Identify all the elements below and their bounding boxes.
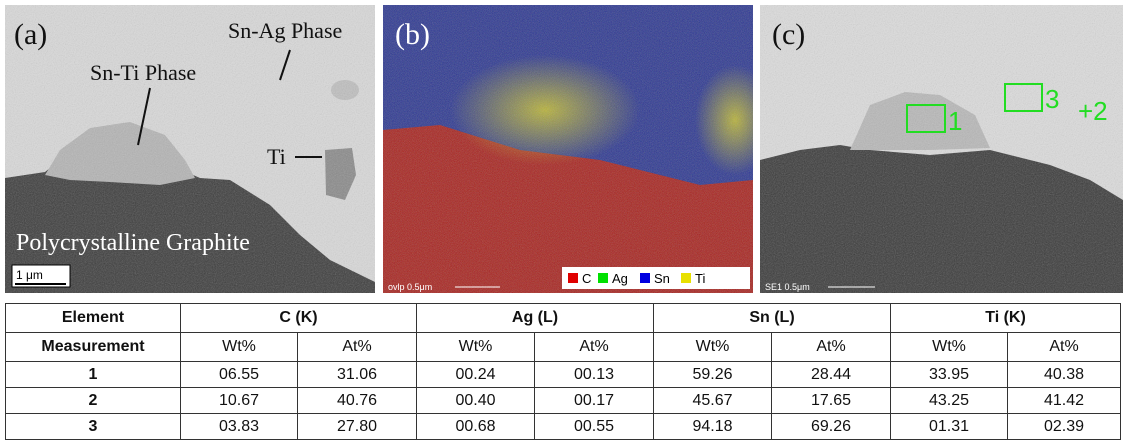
table-cell: 06.55	[180, 361, 298, 388]
panel-b-image	[383, 5, 753, 293]
scale-bar-label: SE1 0.5μm	[765, 282, 810, 292]
table-cell: 00.24	[416, 361, 535, 388]
scale-bar-box	[11, 264, 71, 288]
table-cell: C (K)	[180, 303, 417, 333]
table-cell: 94.18	[653, 413, 772, 440]
table-cell: Ti (K)	[890, 303, 1121, 333]
legend-box	[562, 267, 750, 289]
legend-swatch	[681, 273, 691, 283]
table-cell: 01.31	[890, 413, 1008, 440]
legend-label: Ag	[612, 271, 628, 286]
panel-label: (c)	[772, 18, 805, 51]
table-cell: 3	[5, 413, 181, 440]
panel-label: (b)	[395, 18, 430, 51]
table-cell: 00.68	[416, 413, 535, 440]
caption: Polycrystalline Graphite	[16, 230, 250, 256]
panel-a-image	[5, 5, 375, 293]
arrow	[279, 49, 291, 81]
table-cell: At%	[1007, 332, 1121, 362]
legend-swatch	[568, 273, 578, 283]
table-cell: 2	[5, 387, 181, 414]
panel-label: (a)	[14, 18, 47, 51]
subheader-row: Measurement Wt% At% Wt% At% Wt% At% Wt% At%	[5, 332, 1121, 362]
legend-swatch	[598, 273, 608, 283]
table-cell: Element	[5, 303, 181, 333]
table-cell: 41.42	[1007, 387, 1121, 414]
data-row: 3 03.83 27.80 00.68 00.55 94.18 69.26 01.31 02.3…	[5, 413, 1121, 440]
arrow	[137, 87, 151, 146]
panel-c-image	[760, 5, 1123, 293]
table-cell: 59.26	[653, 361, 772, 388]
figure: (a) Sn-Ag Phase Sn-Ti Phase Ti Polycryst…	[5, 5, 1123, 293]
table-cell: 28.44	[771, 361, 891, 388]
table-cell: Wt%	[416, 332, 535, 362]
table-cell: 43.25	[890, 387, 1008, 414]
measurement-box	[906, 104, 946, 133]
table-cell: 33.95	[890, 361, 1008, 388]
table-cell: Wt%	[653, 332, 772, 362]
table-cell: 17.65	[771, 387, 891, 414]
table-cell: Wt%	[890, 332, 1008, 362]
marker-label: 1	[948, 106, 962, 136]
table-cell: At%	[297, 332, 417, 362]
table-cell: 03.83	[180, 413, 298, 440]
header-row: Element C (K) Ag (L) Sn (L) Ti (K)	[5, 303, 1121, 333]
data-row: 2 10.67 40.76 00.40 00.17 45.67 17.65 43.25 41.4…	[5, 387, 1121, 414]
annotation: Ti	[267, 144, 286, 169]
marker-label: 3	[1045, 84, 1059, 114]
table-cell: Ag (L)	[416, 303, 654, 333]
table-cell: 00.55	[534, 413, 654, 440]
data-row: 1 06.55 31.06 00.24 00.13 59.26 28.44 33.95 40.3…	[5, 361, 1121, 388]
table-cell: Measurement	[5, 332, 181, 362]
table-cell: 00.13	[534, 361, 654, 388]
legend-label: Ti	[695, 271, 705, 286]
table-cell: 10.67	[180, 387, 298, 414]
table-cell: 02.39	[1007, 413, 1121, 440]
table-cell: 69.26	[771, 413, 891, 440]
table-cell: At%	[534, 332, 654, 362]
table-cell: 00.17	[534, 387, 654, 414]
table-cell: 00.40	[416, 387, 535, 414]
eds-table: Element C (K) Ag (L) Sn (L) Ti (K) Measuremen…	[5, 303, 1121, 440]
table-cell: 1	[5, 361, 181, 388]
legend-label: Sn	[654, 271, 670, 286]
table-cell: 31.06	[297, 361, 417, 388]
table-cell: Wt%	[180, 332, 298, 362]
table-cell: 40.38	[1007, 361, 1121, 388]
scale-bar-label: ovlp 0.5μm	[388, 282, 432, 292]
annotation: Sn-Ti Phase	[90, 60, 196, 85]
table-cell: At%	[771, 332, 891, 362]
legend-swatch	[640, 273, 650, 283]
legend-label: C	[582, 271, 591, 286]
table-cell: Sn (L)	[653, 303, 891, 333]
table-cell: 45.67	[653, 387, 772, 414]
table-cell: 40.76	[297, 387, 417, 414]
scale-bar-label: 1 μm	[16, 268, 43, 282]
marker-label: +2	[1078, 96, 1108, 126]
annotation: Sn-Ag Phase	[228, 18, 342, 43]
table-cell: 27.80	[297, 413, 417, 440]
measurement-box	[1004, 83, 1043, 112]
